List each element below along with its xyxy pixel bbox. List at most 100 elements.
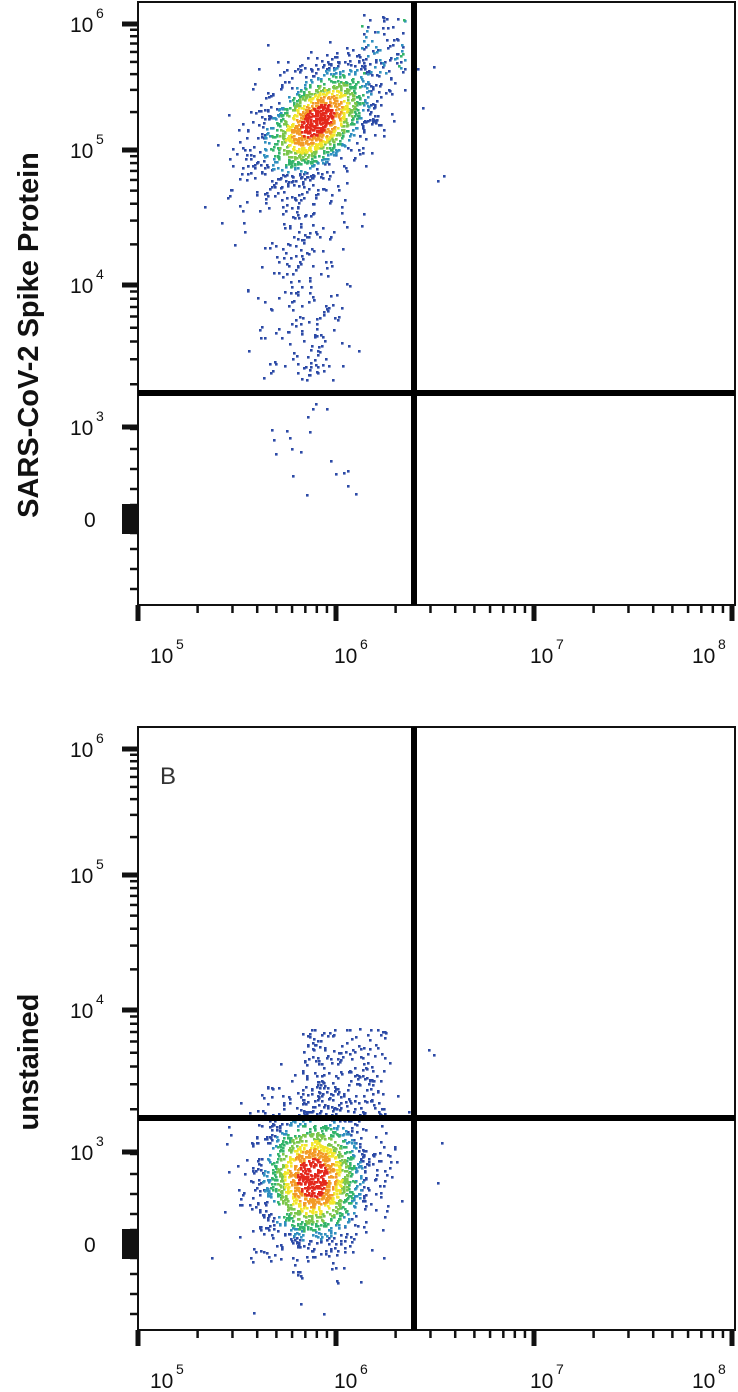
event-dot [359,56,362,59]
event-dot [324,120,327,123]
event-dot [359,102,362,105]
event-dot [331,1062,334,1065]
event-dot [292,1196,295,1199]
event-dot [327,275,330,278]
event-dot [370,85,373,88]
event-dot [320,1040,323,1043]
event-dot [246,1159,249,1162]
event-dot [264,156,267,159]
event-dot [287,185,290,188]
event-dot [363,1063,366,1066]
event-dot [282,213,285,216]
event-dot [303,1215,306,1218]
event-dot [282,1141,285,1144]
event-dot [287,137,290,140]
event-dot [346,111,349,114]
event-dot [269,363,272,366]
event-dot [317,1099,320,1102]
event-dot [309,374,312,377]
event-dot [276,134,279,137]
event-dot [401,44,404,47]
event-dot [335,1243,338,1246]
event-dot [355,1168,358,1171]
event-dot [330,64,333,67]
event-dot [338,1218,341,1221]
event-dot [342,1181,345,1184]
event-dot [261,171,264,174]
event-dot [358,149,361,152]
event-dot [344,1170,347,1173]
event-dot [241,173,244,176]
event-dot [354,1123,357,1126]
event-dot [328,1237,331,1240]
event-dot [401,1200,404,1203]
event-dot [293,1142,296,1145]
event-dot [316,1075,319,1078]
event-dot [298,1135,301,1138]
event-dot [327,1182,330,1185]
event-dot [270,1213,273,1216]
event-dot [353,1146,356,1149]
event-dot [290,1212,293,1215]
event-dot [295,199,298,202]
event-dot [269,1225,272,1228]
event-dot [394,58,397,61]
event-dot [346,1105,349,1108]
event-dot [370,90,373,93]
event-dot [321,1100,324,1103]
event-dot [292,358,295,361]
event-dot [295,1137,298,1140]
event-dot [385,1132,388,1135]
event-dot [258,110,261,113]
event-dot [301,131,304,134]
event-dot [360,1107,363,1110]
event-dot [327,1195,330,1198]
event-dot [258,1179,261,1182]
event-dot [280,1258,283,1261]
event-dot [382,66,385,69]
event-dot [291,77,294,80]
event-dot [300,1151,303,1154]
event-dot [333,1050,336,1053]
event-dot [320,110,323,113]
event-dot [326,1239,329,1242]
event-dot [329,98,332,101]
event-dot [341,307,344,310]
event-dot [278,1087,281,1090]
event-dot [273,146,276,149]
event-dot [345,1211,348,1214]
event-dot [237,1165,240,1168]
event-dot [306,252,309,255]
event-dot [323,311,326,314]
event-dot [298,148,301,151]
event-dot [336,106,339,109]
event-dot [277,147,280,150]
event-dot [281,199,284,202]
event-dot [367,1187,370,1190]
event-dot [339,1162,342,1165]
event-dot [433,66,436,69]
event-dot [312,1198,315,1201]
event-dot [285,1195,288,1198]
event-dot [296,115,299,118]
event-dot [263,1214,266,1217]
event-dot [337,1088,340,1091]
event-dot [360,1281,363,1284]
event-dot [327,1152,330,1155]
event-dot [325,1253,328,1256]
event-dot [313,299,316,302]
event-dot [272,1186,275,1189]
event-dot [291,286,294,289]
event-dot [334,1164,337,1167]
event-dot [331,1194,334,1197]
event-dot [317,115,320,118]
event-dot [305,81,308,84]
event-dot [288,1191,291,1194]
y-tick-label: 0 [84,1234,96,1257]
event-dot [272,136,275,139]
event-dot [383,1146,386,1149]
event-dot [299,102,302,105]
event-dot [380,1192,383,1195]
event-dot [297,110,300,113]
event-dot [352,81,355,84]
